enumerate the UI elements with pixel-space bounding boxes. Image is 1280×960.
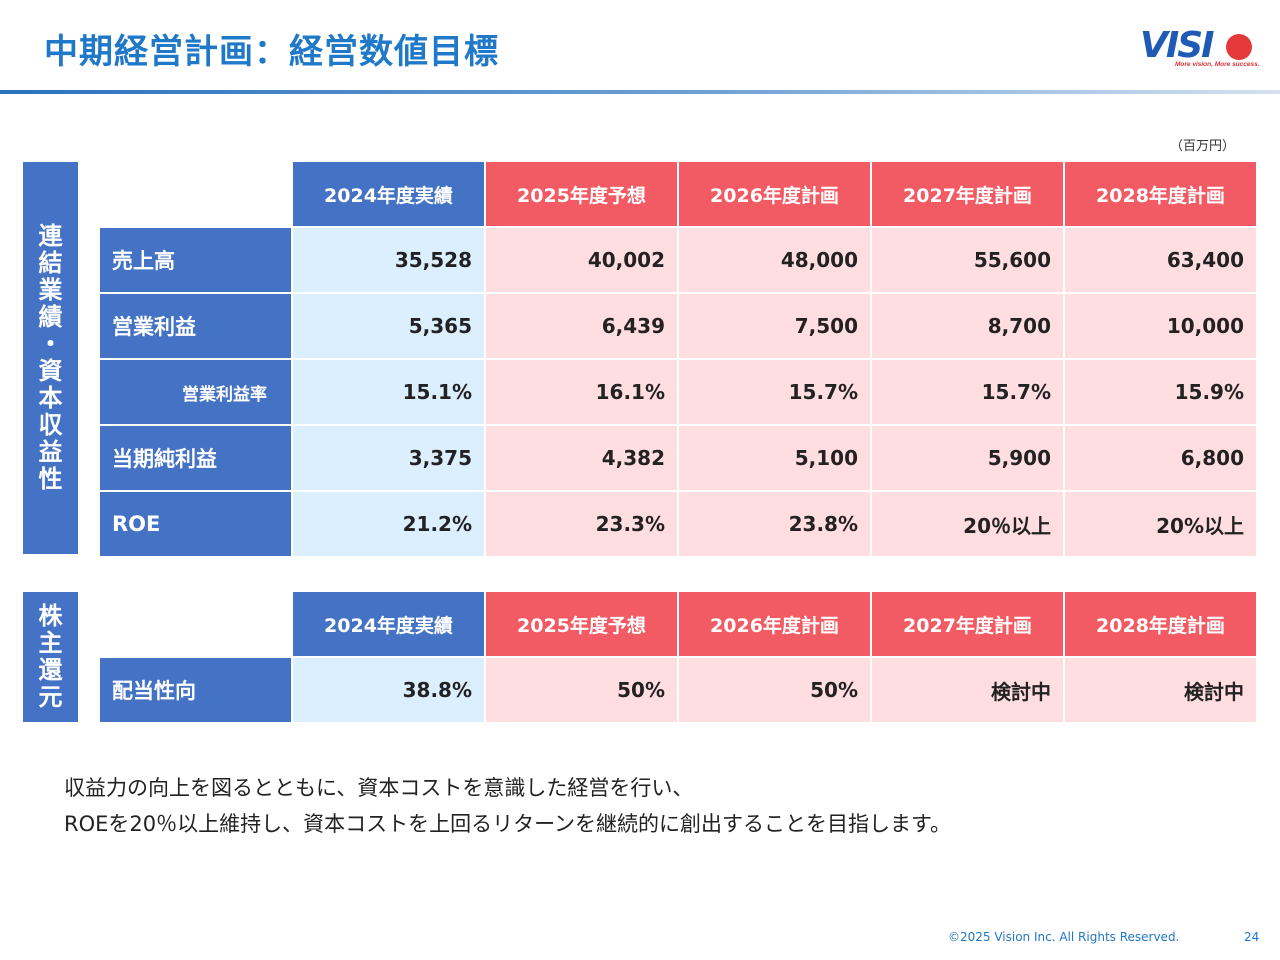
- table-cell: 検討中: [1065, 658, 1256, 722]
- table-cell: 50%: [679, 658, 870, 722]
- row-label: 売上高: [100, 228, 291, 292]
- table-cell: 3,375: [293, 426, 484, 490]
- row-label: 営業利益: [100, 294, 291, 358]
- logo-tagline: More vision, More success.: [1175, 61, 1260, 68]
- section-label-text: 連結業績・資本収益性: [38, 222, 63, 493]
- column-header: 2028年度計画: [1065, 162, 1256, 226]
- column-header: 2026年度計画: [679, 162, 870, 226]
- logo-red-circle: [1226, 34, 1252, 60]
- table-cell: 38.8%: [293, 658, 484, 722]
- section-label-shareholder-return: 株主還元: [23, 592, 78, 722]
- table-cell: 10,000: [1065, 294, 1256, 358]
- note-line: 収益力の向上を図るとともに、資本コストを意識した経営を行い、: [64, 776, 694, 800]
- table-cell: 23.8%: [679, 492, 870, 556]
- page-number: 24: [1244, 930, 1260, 944]
- table-cell: 7,500: [679, 294, 870, 358]
- title-underline: [0, 90, 1280, 94]
- table-cell: 16.1%: [486, 360, 677, 424]
- page-title: 中期経営計画：経営数値目標: [44, 32, 499, 72]
- table-cell: 15.7%: [679, 360, 870, 424]
- table-cell: 15.9%: [1065, 360, 1256, 424]
- column-header: 2027年度計画: [872, 162, 1063, 226]
- column-header: 2025年度予想: [486, 162, 677, 226]
- copyright: ©2025 Vision Inc. All Rights Reserved.: [948, 930, 1180, 944]
- table-cell: 5,100: [679, 426, 870, 490]
- column-header: 2024年度実績: [293, 162, 484, 226]
- table-cell: 50%: [486, 658, 677, 722]
- summary-note: 収益力の向上を図るとともに、資本コストを意識した経営を行い、 ROEを20％以上…: [64, 770, 951, 842]
- table-cell: 15.1%: [293, 360, 484, 424]
- note-line: ROEを20％以上維持し、資本コストを上回るリターンを継続的に創出することを目指…: [64, 812, 951, 836]
- table-cell: 15.7%: [872, 360, 1063, 424]
- table-cell: 5,365: [293, 294, 484, 358]
- row-label: 当期純利益: [100, 426, 291, 490]
- column-header: 2025年度予想: [486, 592, 677, 656]
- table-cell: 21.2%: [293, 492, 484, 556]
- column-header: 2026年度計画: [679, 592, 870, 656]
- company-logo: VISI More vision, More success.: [1140, 28, 1270, 72]
- table-cell: 20%以上: [1065, 492, 1256, 556]
- unit-label: （百万円）: [1170, 139, 1236, 154]
- table-cell: 8,700: [872, 294, 1063, 358]
- table-cell: 20％以上: [872, 492, 1063, 556]
- row-label: 営業利益率: [100, 360, 291, 424]
- table-cell: 63,400: [1065, 228, 1256, 292]
- row-label: 配当性向: [100, 658, 291, 722]
- table-cell: 5,900: [872, 426, 1063, 490]
- section-label-text: 株主還元: [38, 602, 63, 711]
- column-header: 2028年度計画: [1065, 592, 1256, 656]
- section-label-results: 連結業績・資本収益性: [23, 162, 78, 554]
- table-cell: 48,000: [679, 228, 870, 292]
- table-cell: 40,002: [486, 228, 677, 292]
- table-cell: 6,439: [486, 294, 677, 358]
- table-cell: 4,382: [486, 426, 677, 490]
- table-cell: 23.3%: [486, 492, 677, 556]
- column-header: 2027年度計画: [872, 592, 1063, 656]
- table-cell: 6,800: [1065, 426, 1256, 490]
- logo-wordmark: VISI: [1140, 25, 1215, 66]
- table-cell: 55,600: [872, 228, 1063, 292]
- column-header: 2024年度実績: [293, 592, 484, 656]
- table-cell: 35,528: [293, 228, 484, 292]
- table-cell: 検討中: [872, 658, 1063, 722]
- row-label: ROE: [100, 492, 291, 556]
